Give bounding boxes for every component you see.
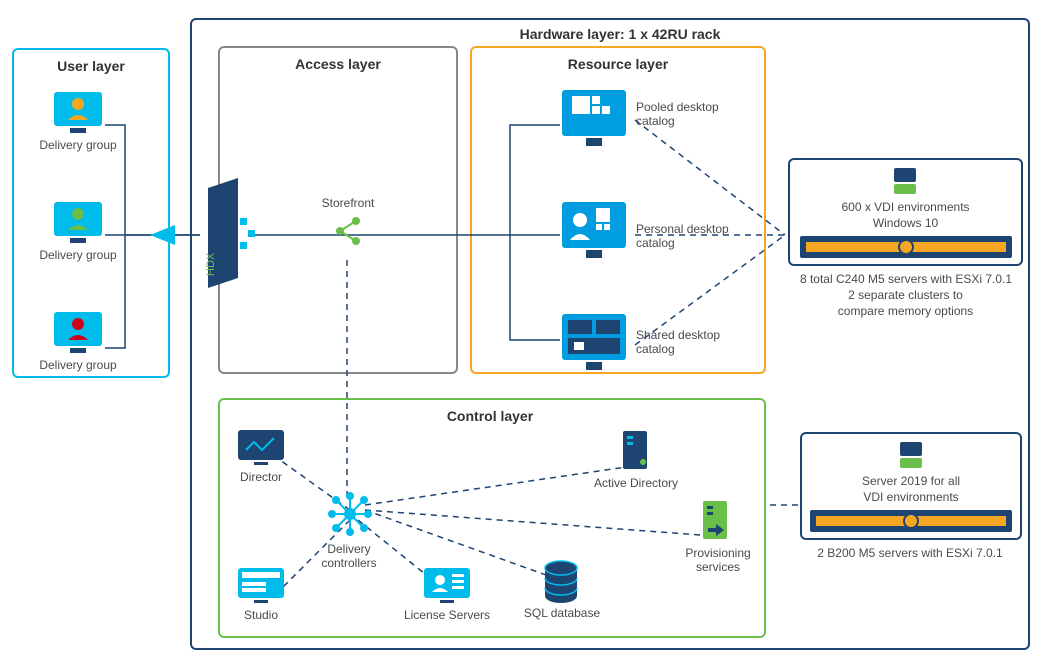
- user-icon-1: [52, 90, 104, 134]
- vdi-b-l2: VDI environments: [800, 490, 1022, 504]
- sql-label: SQL database: [520, 606, 604, 620]
- user-icon-2: [52, 200, 104, 244]
- server-icon-bottom: [896, 438, 926, 472]
- shared-label: Shared desktop catalog: [636, 328, 746, 356]
- personal-label: Personal desktop catalog: [636, 222, 746, 250]
- delivery-controllers-icon: [326, 490, 374, 538]
- user-icon-3: [52, 310, 104, 354]
- storefront-icon: [332, 215, 364, 247]
- dg3-label: Delivery group: [30, 358, 126, 372]
- control-title: Control layer: [380, 408, 600, 424]
- studio-icon: [236, 566, 286, 604]
- hdx-icon: HDX: [200, 178, 258, 288]
- dg2-label: Delivery group: [30, 248, 126, 262]
- director-icon: [236, 428, 286, 466]
- vdi-top-d3: compare memory options: [788, 304, 1023, 318]
- access-title: Access layer: [218, 56, 458, 72]
- user-title: User layer: [12, 58, 170, 74]
- vdi-top-l2: Windows 10: [788, 216, 1023, 230]
- sql-icon: [542, 560, 580, 604]
- rack-bar-bottom: [810, 510, 1012, 532]
- license-icon: [422, 566, 472, 604]
- ad-label: Active Directory: [586, 476, 686, 490]
- rack-bar-top: [800, 236, 1012, 258]
- resource-title: Resource layer: [470, 56, 766, 72]
- dc-label: Delivery controllers: [310, 542, 388, 570]
- vdi-top-d2: 2 separate clusters to: [788, 288, 1023, 302]
- director-label: Director: [226, 470, 296, 484]
- studio-label: Studio: [226, 608, 296, 622]
- monitor-shared: [558, 310, 630, 372]
- server-icon-top: [890, 164, 920, 198]
- vdi-top-l1: 600 x VDI environments: [788, 200, 1023, 214]
- ad-icon: [620, 428, 650, 472]
- control-layer-box: [218, 398, 766, 638]
- vdi-b-desc: 2 B200 M5 servers with ESXi 7.0.1: [790, 546, 1030, 560]
- svg-text:HDX: HDX: [205, 252, 217, 276]
- hardware-title: Hardware layer: 1 x 42RU rack: [480, 26, 760, 42]
- vdi-b-l1: Server 2019 for all: [800, 474, 1022, 488]
- storefront-label: Storefront: [306, 196, 390, 210]
- vdi-top-d1: 8 total C240 M5 servers with ESXi 7.0.1: [776, 272, 1036, 286]
- monitor-personal: [558, 198, 630, 260]
- monitor-pooled: [558, 86, 630, 148]
- dg1-label: Delivery group: [30, 138, 126, 152]
- license-label: License Servers: [398, 608, 496, 622]
- prov-label: Provisioning services: [676, 546, 760, 574]
- prov-icon: [700, 498, 730, 542]
- pooled-label: Pooled desktop catalog: [636, 100, 746, 128]
